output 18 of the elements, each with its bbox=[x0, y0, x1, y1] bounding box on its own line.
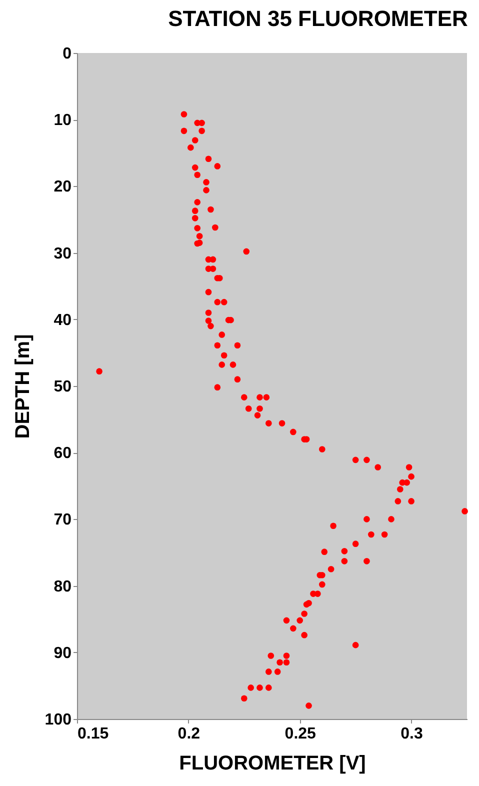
y-axis-title: DEPTH [m] bbox=[12, 334, 34, 439]
x-tick-label: 0.2 bbox=[178, 726, 200, 742]
y-tick-label: 60 bbox=[54, 445, 72, 462]
y-tick-label: 0 bbox=[62, 46, 72, 62]
x-tick-label: 0.15 bbox=[78, 726, 109, 742]
x-axis-title: FLUOROMETER [V] bbox=[179, 752, 366, 774]
y-tick-label: 90 bbox=[54, 644, 72, 662]
y-tick-label: 40 bbox=[54, 312, 72, 329]
x-tick-label: 0.3 bbox=[400, 726, 424, 742]
y-tick-label: 20 bbox=[54, 178, 72, 196]
y-tick-label: 70 bbox=[54, 512, 72, 529]
y-tick-label: 10 bbox=[54, 112, 72, 130]
y-tick-label: 100 bbox=[44, 712, 72, 728]
y-tick-label: 30 bbox=[54, 245, 72, 262]
y-tick-label: 50 bbox=[54, 378, 72, 396]
x-tick-label: 0.25 bbox=[284, 726, 316, 742]
y-tick-label: 80 bbox=[54, 578, 72, 596]
chart-title: STATION 35 FLUOROMETER bbox=[168, 6, 468, 31]
